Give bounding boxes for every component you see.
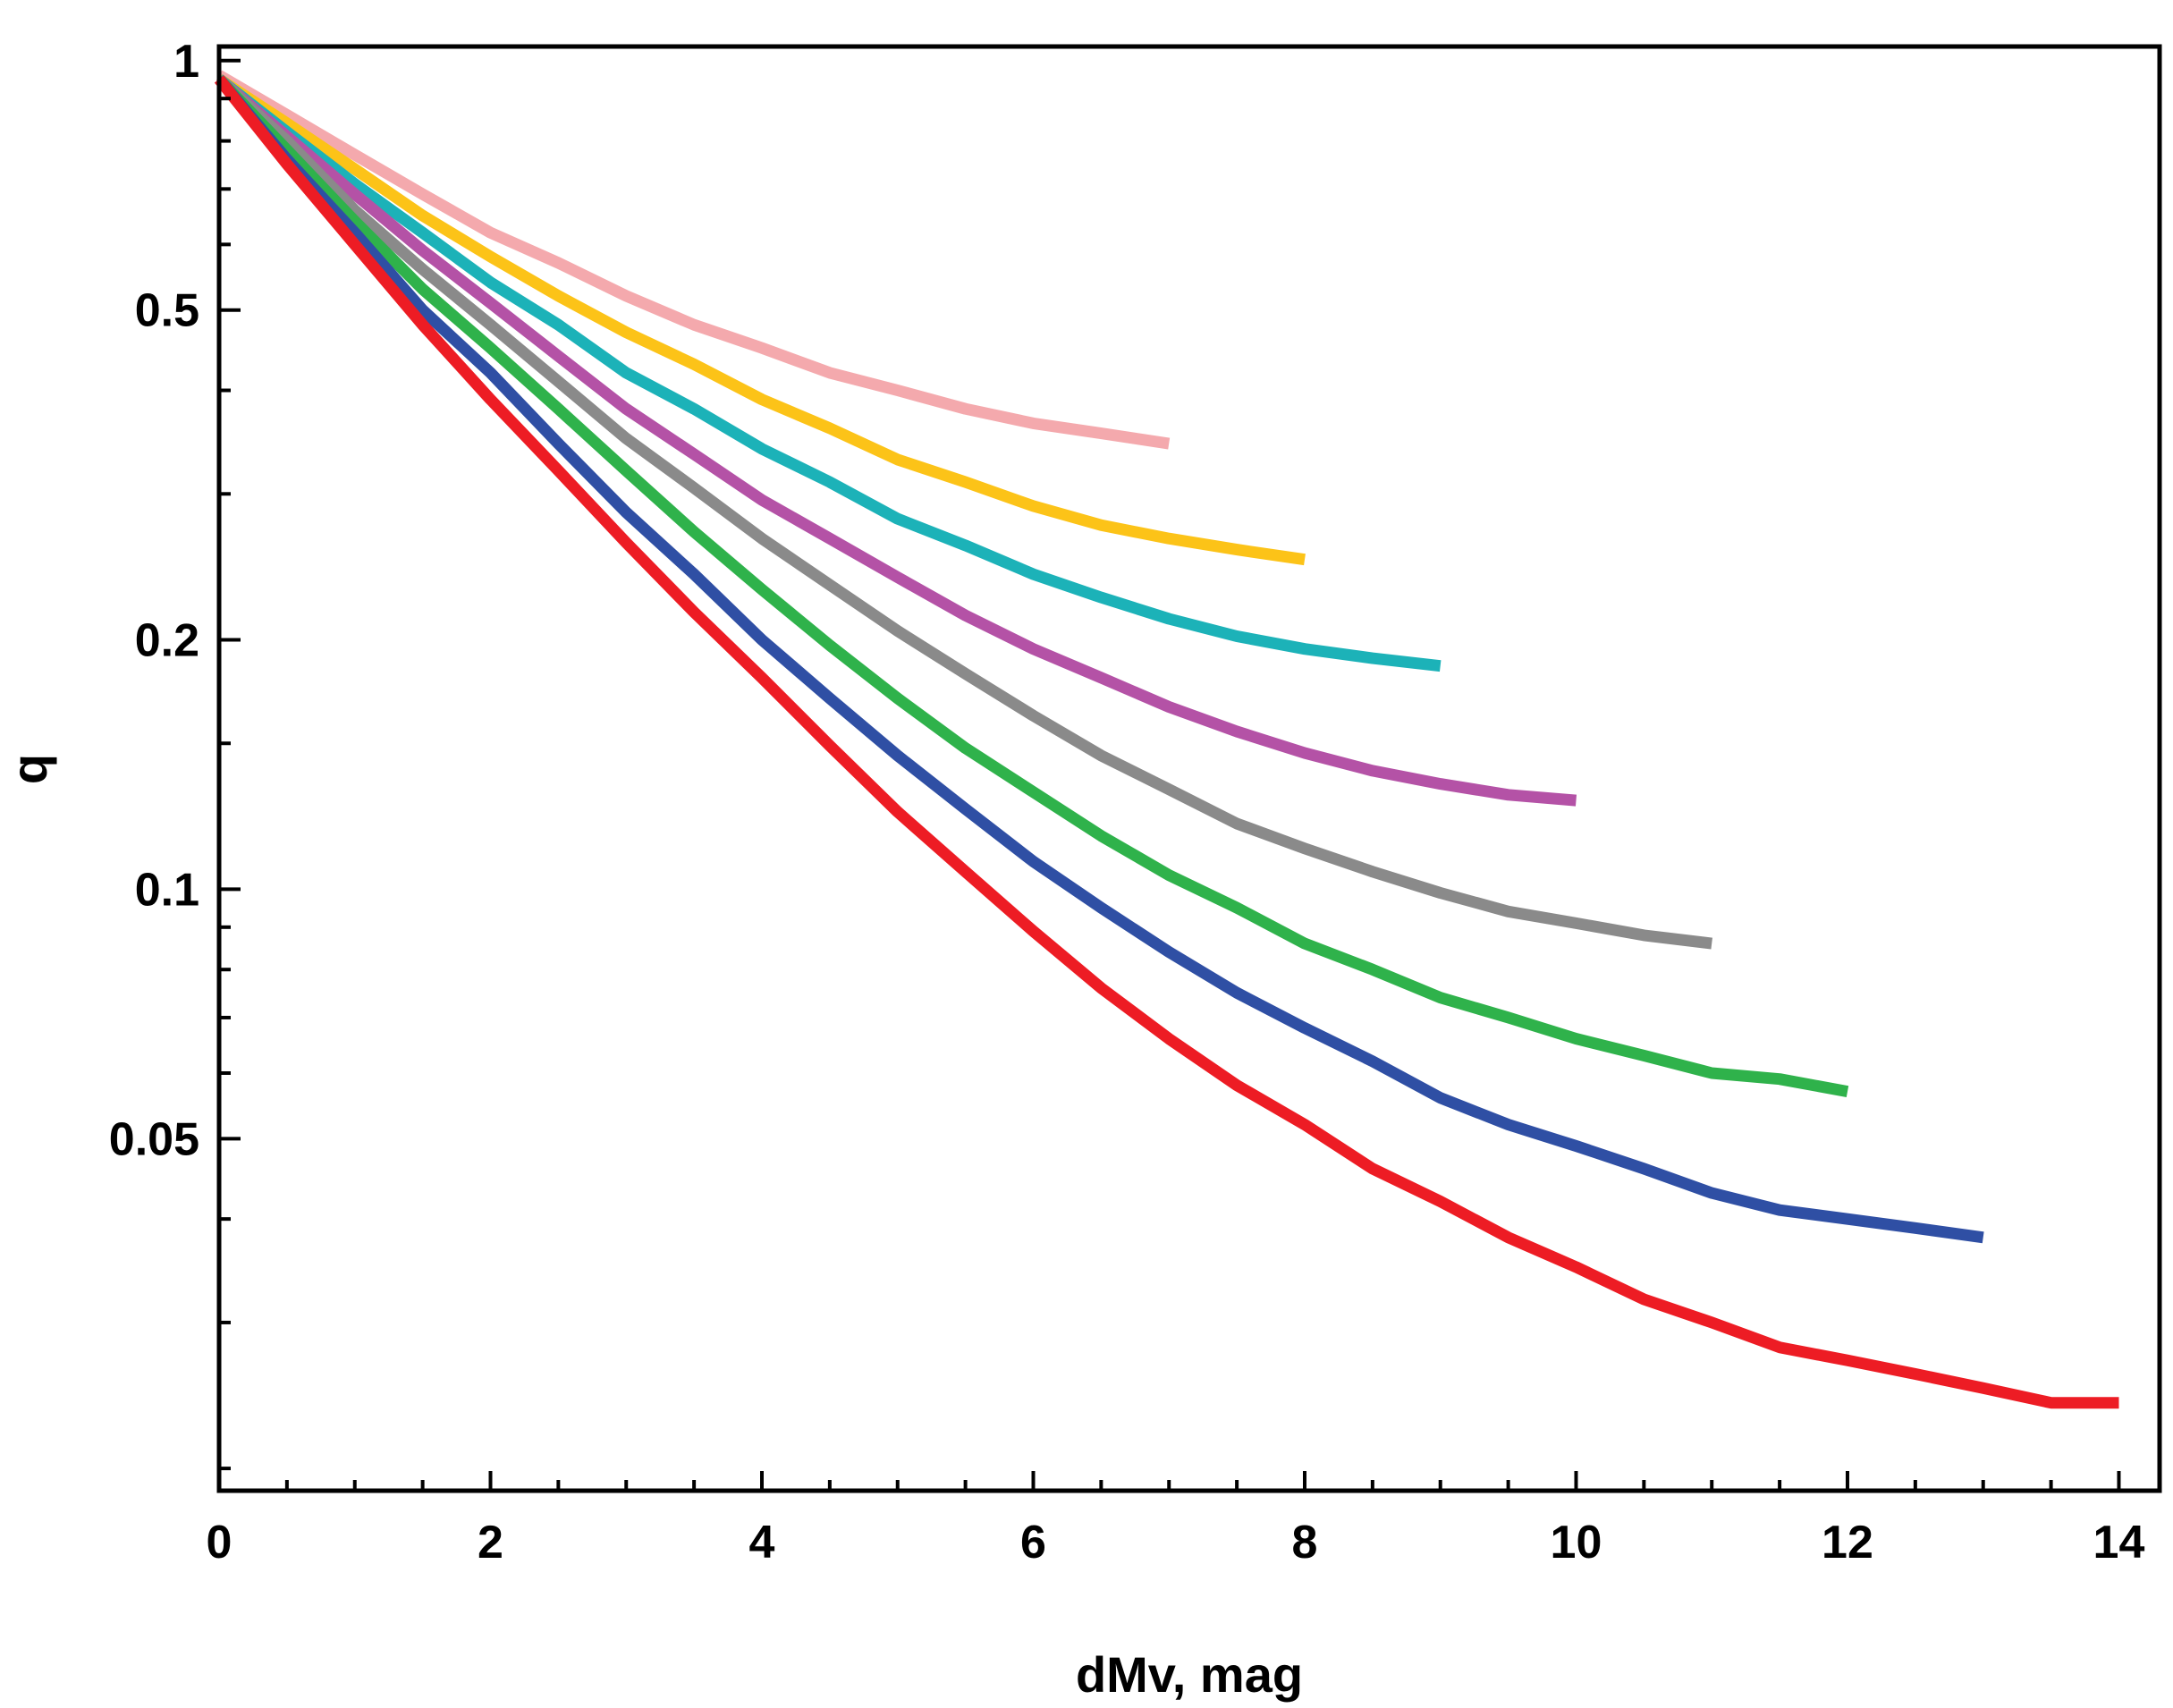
series-line-5 — [215, 74, 1712, 950]
x-tick-label: 10 — [1551, 1517, 1602, 1568]
series-line-6 — [215, 74, 1849, 1097]
series-line-8 — [214, 75, 2119, 1409]
x-axis-title: dMv, mag — [1076, 1646, 1303, 1703]
plot-frame — [216, 44, 2162, 1493]
series-line-3 — [216, 74, 1442, 672]
y-tick-label: 0.2 — [135, 614, 199, 666]
y-tick-label: 0.05 — [109, 1113, 199, 1165]
x-tick-label: 2 — [478, 1517, 503, 1568]
y-tick-label: 0.5 — [135, 285, 199, 337]
series-line-7 — [215, 75, 1984, 1244]
x-tick-label: 6 — [1020, 1517, 1046, 1568]
x-tick-label: 12 — [1822, 1517, 1873, 1568]
x-tick-label: 0 — [207, 1517, 233, 1568]
series-line-4 — [215, 74, 1577, 807]
y-axis-title: q — [1, 754, 57, 784]
series-layer — [214, 70, 2119, 1409]
tick-labels-layer: 0 2 4 6 8 10 12 14 1 0.5 0.2 0.1 0.05 — [109, 36, 2145, 1568]
y-tick-label: 0.1 — [135, 864, 199, 916]
x-tick-label: 14 — [2093, 1517, 2145, 1568]
x-tick-label: 4 — [749, 1517, 775, 1568]
x-tick-label: 8 — [1292, 1517, 1318, 1568]
series-line-1 — [216, 70, 1171, 450]
series-line-2 — [216, 73, 1306, 566]
ticks-layer — [217, 58, 2121, 1491]
y-tick-label: 1 — [173, 36, 199, 88]
